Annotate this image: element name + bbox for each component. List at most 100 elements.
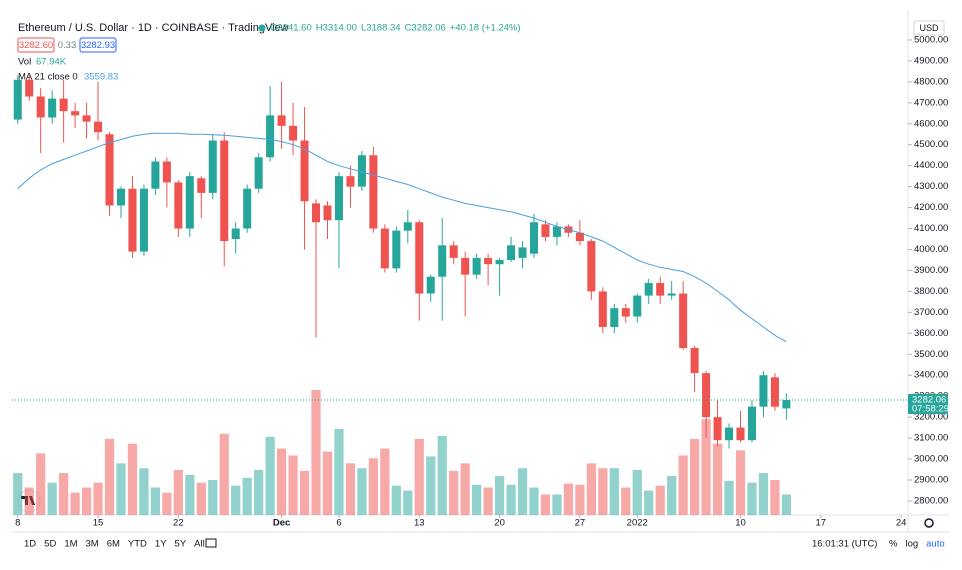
candle-body xyxy=(736,427,745,441)
candle-body xyxy=(48,98,57,118)
range-button[interactable]: All xyxy=(194,539,205,550)
candle-body xyxy=(369,155,378,229)
candle-body xyxy=(13,79,22,120)
volume-bar xyxy=(185,474,195,515)
volume-bar xyxy=(127,443,138,515)
volume-bar xyxy=(173,470,183,515)
range-button[interactable]: 1Y xyxy=(155,539,167,550)
candle-body xyxy=(667,293,676,296)
volume-bar xyxy=(24,487,34,515)
candle-body xyxy=(71,111,80,116)
settings-icon[interactable] xyxy=(924,518,934,528)
volume-bar xyxy=(254,470,264,515)
candle-body xyxy=(243,188,252,229)
y-tick-label: 3500.00 xyxy=(914,349,948,360)
candle-body xyxy=(334,176,343,221)
y-tick-label: 2800.00 xyxy=(914,495,948,506)
candle-body xyxy=(472,257,481,275)
candle-body xyxy=(598,291,607,328)
ask: 3282.93 xyxy=(81,40,115,51)
volume-bar xyxy=(13,473,23,515)
volume-bar xyxy=(689,438,700,515)
range-button[interactable]: 6M xyxy=(107,539,120,550)
volume-bar xyxy=(288,455,298,515)
volume-bar xyxy=(380,448,390,515)
volume-bar xyxy=(563,483,574,515)
volume-legend-value: 67.94K xyxy=(36,57,67,68)
y-tick-label: 2900.00 xyxy=(914,475,948,486)
volume-bar xyxy=(655,485,665,515)
volume-bar xyxy=(93,482,103,515)
candle-body xyxy=(151,161,160,189)
volume-bar xyxy=(712,443,723,515)
candle-body xyxy=(254,157,263,189)
volume-bar xyxy=(59,473,69,515)
volume-bar xyxy=(36,453,46,515)
volume-bar xyxy=(311,390,321,515)
x-tick-label: 20 xyxy=(494,518,505,529)
range-button[interactable]: 3M xyxy=(86,539,99,550)
candle-body xyxy=(621,308,630,317)
scale-option[interactable]: auto xyxy=(926,539,945,550)
candle-body xyxy=(495,259,504,265)
candle-body xyxy=(770,377,779,407)
volume-bar xyxy=(472,484,482,515)
scale-option[interactable]: log xyxy=(905,539,918,550)
candle-body xyxy=(759,375,768,407)
candle-body xyxy=(679,293,688,348)
scale-option[interactable]: % xyxy=(889,539,898,550)
ohlc-value: C3282.06 xyxy=(405,23,446,34)
volume-bar xyxy=(724,480,734,515)
volume-bar xyxy=(104,438,115,515)
last-price-label: 3282.06 xyxy=(912,394,946,405)
y-tick-label: 4700.00 xyxy=(914,97,948,108)
change: +40.18 (+1.24%) xyxy=(450,23,521,34)
candle-body xyxy=(312,203,321,223)
bid-box[interactable] xyxy=(17,37,55,53)
compare-icon[interactable] xyxy=(205,538,217,548)
volume-bar xyxy=(242,477,252,515)
ask-box[interactable] xyxy=(79,37,117,53)
candle-body xyxy=(541,224,550,237)
volume-bar xyxy=(609,468,619,515)
candle-body xyxy=(587,241,596,292)
range-button[interactable]: 1M xyxy=(64,539,77,550)
candle-body xyxy=(289,125,298,141)
range-button[interactable]: YTD xyxy=(128,539,147,550)
candle-body xyxy=(59,98,68,112)
candle-body xyxy=(357,155,366,187)
candle-body xyxy=(392,230,401,269)
ma-legend-name: MA 21 close 0 xyxy=(18,72,78,83)
volume-bar xyxy=(460,463,470,515)
range-button[interactable]: 1D xyxy=(24,539,36,550)
candle-body xyxy=(403,222,412,231)
volume-bar xyxy=(621,487,631,515)
volume-bar xyxy=(231,485,241,515)
x-tick-label: 2022 xyxy=(627,518,648,529)
x-tick-label: 13 xyxy=(414,518,425,529)
volume-bar xyxy=(540,494,551,515)
clock: 16:01:31 (UTC) xyxy=(812,539,877,550)
range-button[interactable]: 5D xyxy=(44,539,56,550)
volume-bar xyxy=(758,473,769,515)
y-tick-label: 4900.00 xyxy=(914,55,948,66)
y-tick-label: 4300.00 xyxy=(914,181,948,192)
volume-bar xyxy=(299,470,310,515)
y-tick-label: 3700.00 xyxy=(914,307,948,318)
range-button[interactable]: 5Y xyxy=(175,539,187,550)
currency-button[interactable] xyxy=(913,20,945,36)
candle-body xyxy=(231,228,240,240)
candle-body xyxy=(656,283,665,296)
candle-body xyxy=(185,176,194,229)
volume-bar xyxy=(139,468,149,515)
volume-bar xyxy=(162,492,172,515)
volume-bar xyxy=(575,484,585,515)
candle-body xyxy=(197,178,206,193)
candle-body xyxy=(323,205,332,221)
x-tick-label: 24 xyxy=(896,518,907,529)
volume-bar xyxy=(219,433,229,515)
spread: 0.33 xyxy=(58,40,77,51)
volume-bar xyxy=(632,470,642,515)
candle-body xyxy=(300,140,309,202)
candle-body xyxy=(725,427,734,441)
